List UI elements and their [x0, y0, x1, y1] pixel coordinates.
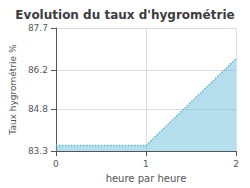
svg-text:Taux hygrométrie %: Taux hygrométrie % — [8, 44, 18, 136]
svg-text:83.3: 83.3 — [28, 146, 48, 156]
svg-text:1: 1 — [143, 159, 149, 169]
svg-text:84.8: 84.8 — [28, 104, 48, 114]
svg-text:87.7: 87.7 — [28, 23, 48, 33]
svg-text:2: 2 — [233, 159, 239, 169]
svg-text:86.2: 86.2 — [28, 65, 48, 75]
svg-text:0: 0 — [53, 159, 59, 169]
svg-text:heure par heure: heure par heure — [106, 173, 187, 184]
svg-text:Evolution du taux d'hygrométri: Evolution du taux d'hygrométrie — [15, 8, 234, 22]
